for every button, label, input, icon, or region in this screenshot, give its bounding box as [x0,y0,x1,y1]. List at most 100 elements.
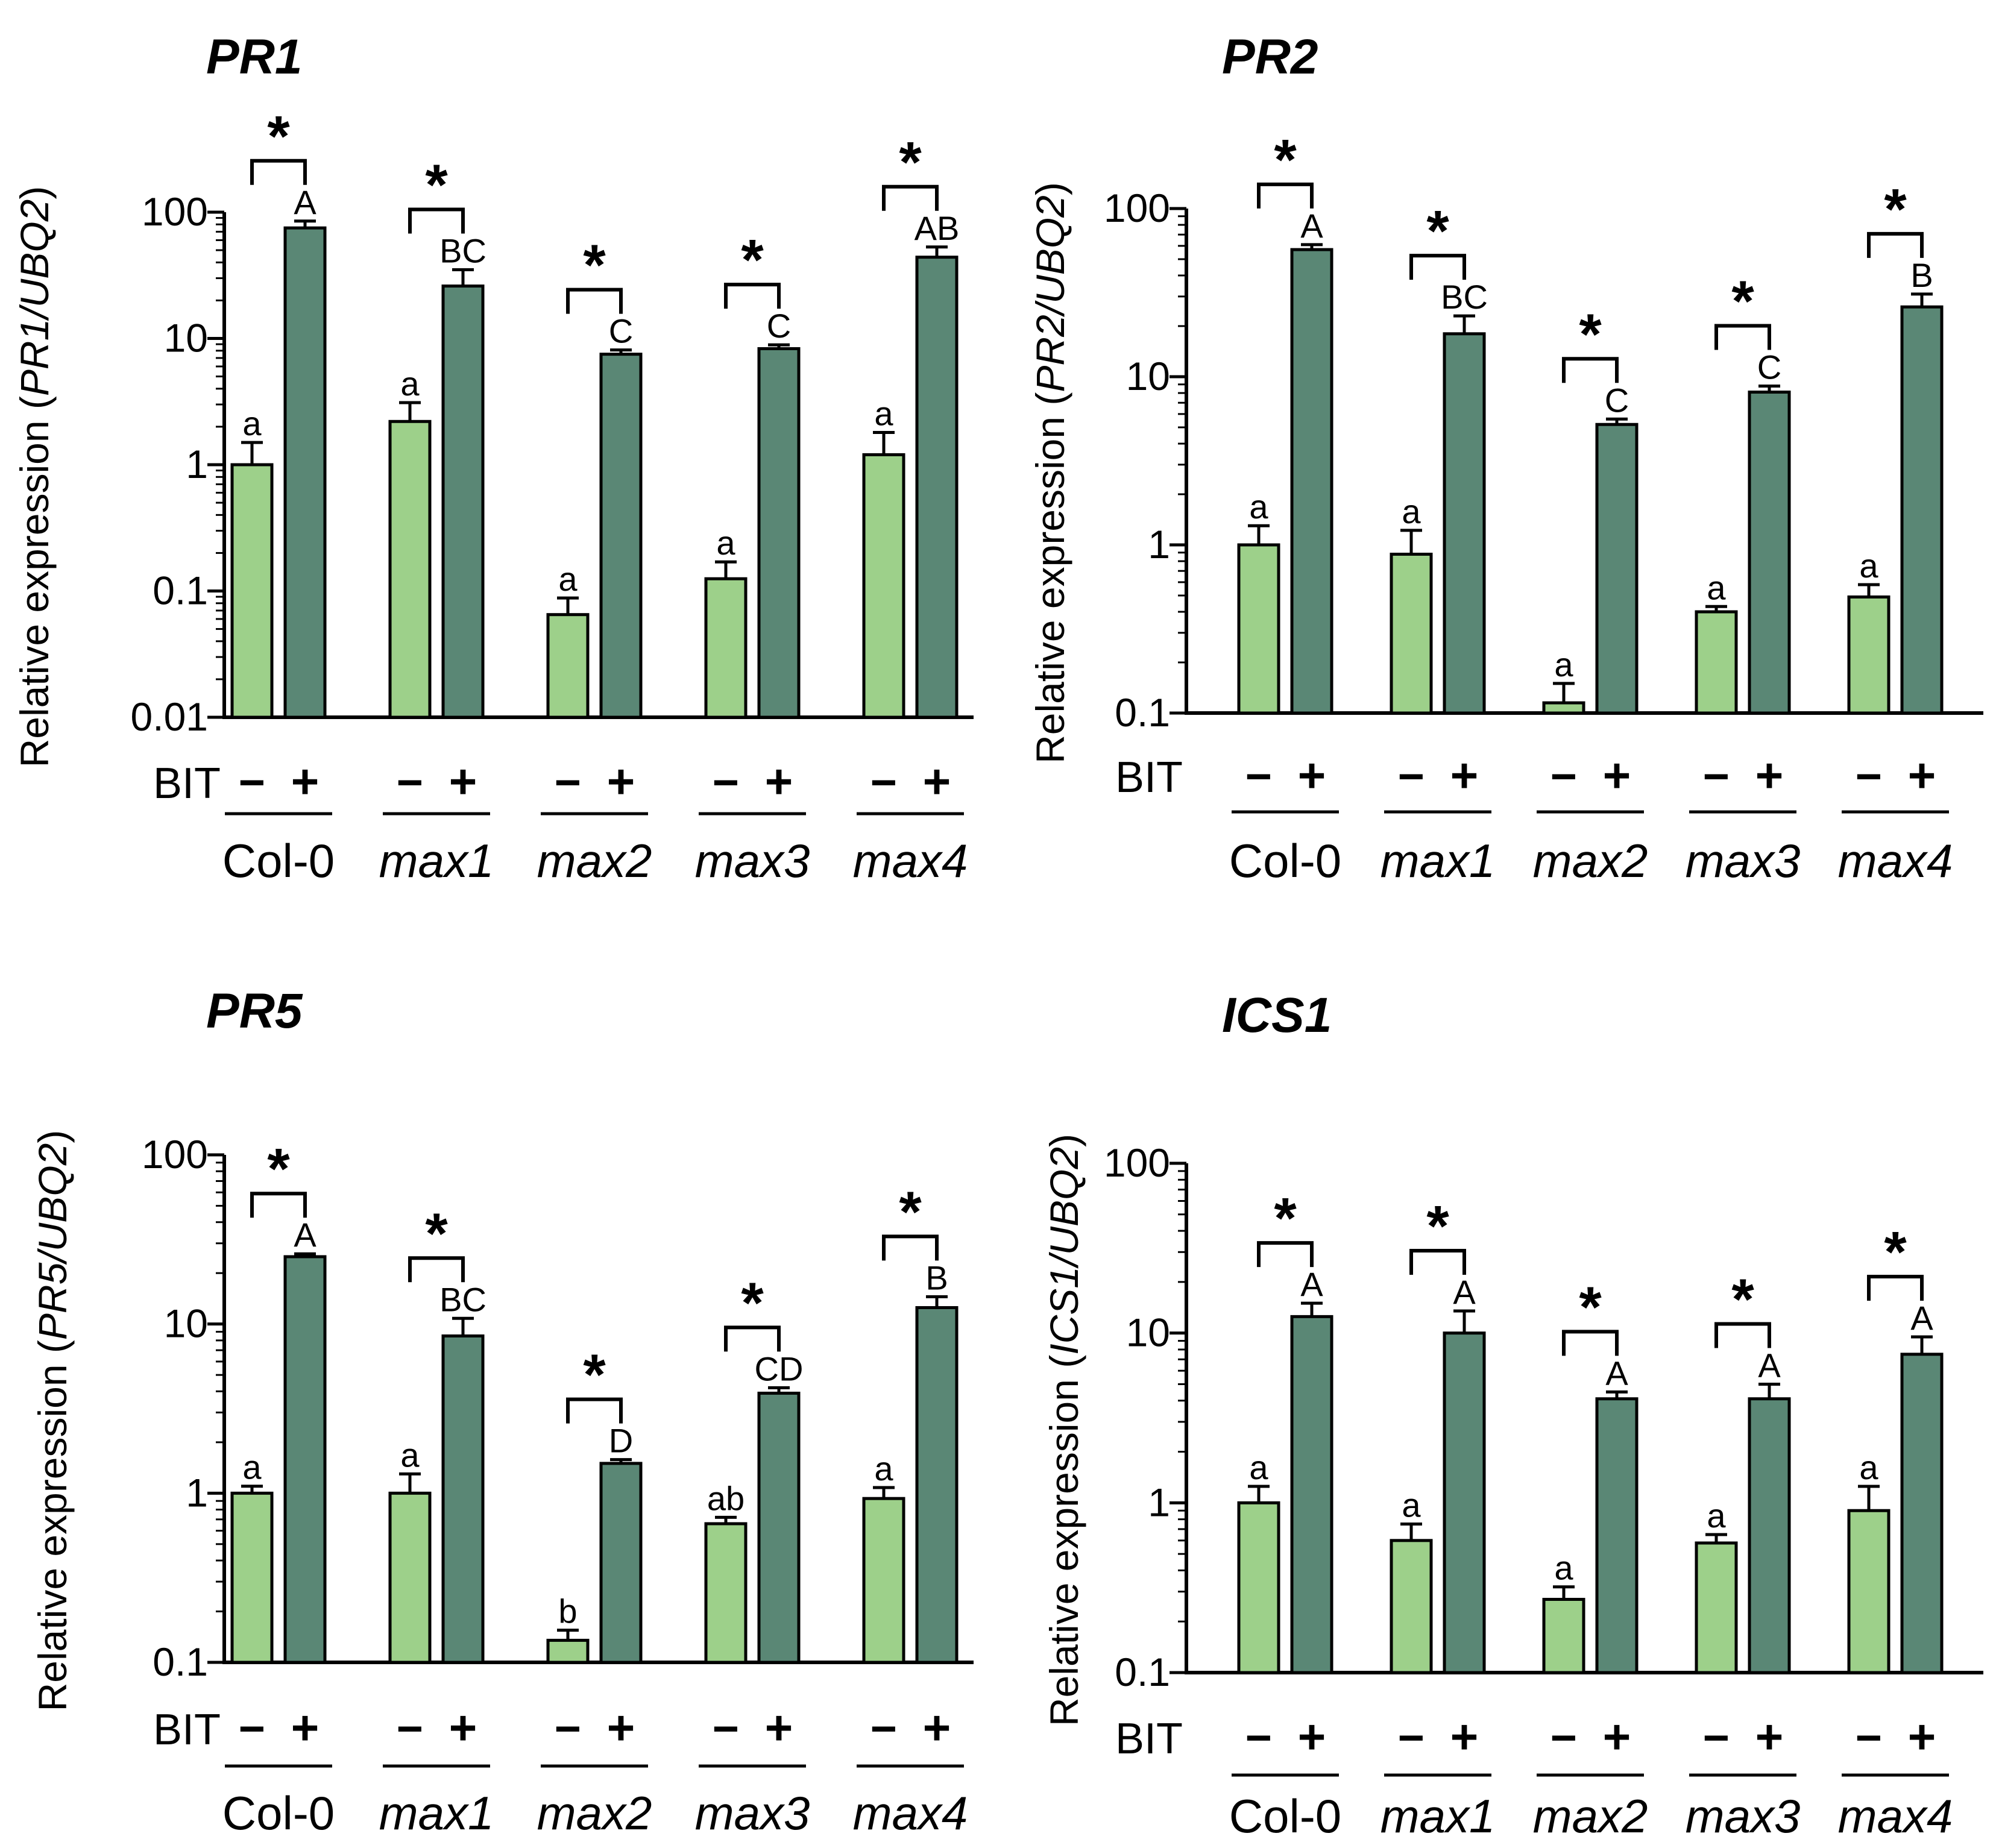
significance-letter: BC [439,232,486,270]
significance-bracket [408,1256,465,1283]
bar-control-max4 [1847,1509,1891,1674]
significance-letter: C [1605,381,1629,419]
bar-bit-max3 [757,1391,801,1664]
significance-bracket [724,1325,781,1352]
significance-letter: A [1910,1299,1933,1337]
y-tick-label: 100 [1104,1140,1170,1185]
significance-star: * [583,233,606,298]
bar-bit-max2 [1595,1397,1639,1674]
significance-star: * [267,1137,290,1201]
category-label-max4: max4 [1838,834,1953,887]
bar-bit-max2 [599,1462,643,1664]
category-label-max3: max3 [695,1787,810,1840]
bar-control-col-0 [1237,1501,1280,1674]
significance-letter: BC [1441,278,1488,316]
significance-bracket [1562,1330,1619,1356]
bar-control-max2 [546,1638,590,1664]
y-axis-label-suffix: ) [1028,182,1072,195]
significance-bracket [250,159,307,185]
bar-control-max3 [704,577,748,719]
significance-star: * [267,104,290,169]
chart-panel-pr5: PR5 Relative expression (PR5/UBQ2) 100 10 1 0… [30,984,974,1840]
y-axis-label-gene: PR5/UBQ2 [30,1143,75,1340]
category-label-max2: max2 [1533,1790,1648,1843]
significance-letter: A [1605,1354,1628,1392]
significance-bracket [250,1192,307,1218]
bar-control-max3 [704,1522,748,1664]
significance-bracket [1562,357,1619,383]
y-axis-label-prefix: Relative expression ( [1028,392,1072,764]
panel-title: ICS1 [1222,988,1332,1043]
category-label-max1: max1 [1381,1790,1496,1843]
y-axis-label-prefix: Relative expression ( [30,1340,75,1711]
treatment-minus: − [1856,751,1882,802]
treatment-plus: + [1450,749,1479,802]
chart-panel-pr1: PR1 Relative expression (PR1/UBQ2) 100 10 1 0… [12,30,974,887]
y-tick-label: 10 [1126,354,1170,398]
bar-bit-max2 [599,353,643,719]
significance-letter: CD [755,1350,804,1388]
significance-star: * [425,1201,448,1266]
treatment-plus: + [291,1701,320,1755]
category-label-col-0: Col-0 [222,1787,335,1840]
bit-row-label: BIT [1115,1715,1183,1763]
significance-star: * [1274,128,1297,192]
significance-bracket [1409,1248,1466,1275]
significance-star: * [741,228,764,292]
category-label-max2: max2 [537,1787,652,1840]
bar-control-max1 [1390,1539,1433,1674]
panel-title: PR1 [206,30,303,84]
category-label-max3: max3 [1686,834,1801,887]
y-tick-label: 0.1 [1115,690,1170,735]
significance-letter: C [767,307,791,345]
significance-bracket [1409,254,1466,280]
category-label-max2: max2 [1533,834,1648,887]
significance-star: * [899,1180,922,1244]
significance-letter: a [1402,492,1421,530]
treatment-plus: + [765,1701,793,1755]
significance-bracket [566,288,623,314]
treatment-plus: + [923,755,951,808]
significance-letter: a [242,1448,262,1486]
significance-letter: A [294,1216,316,1254]
bar-control-max3 [1695,1541,1738,1674]
significance-letter: a [1554,1549,1573,1587]
treatment-minus: − [1551,1712,1577,1764]
significance-bracket [882,184,939,211]
significance-star: * [741,1271,764,1335]
treatment-plus: + [607,755,635,808]
significance-letter: a [874,1450,893,1488]
treatment-plus: + [923,1701,951,1755]
treatment-minus: − [870,757,897,808]
significance-letter: D [609,1422,633,1460]
bar-bit-max3 [1748,1397,1791,1674]
y-axis-label: Relative expression (PR1/UBQ2) [12,186,57,768]
category-label-max3: max3 [1686,1790,1801,1843]
bar-control-col-0 [1237,543,1280,715]
bit-row-label: BIT [153,759,221,808]
significance-bracket [1714,324,1771,350]
category-label-col-0: Col-0 [222,834,335,887]
significance-bracket [1257,1241,1314,1268]
significance-letter: A [1758,1346,1781,1384]
treatment-plus: + [1755,1710,1784,1764]
y-tick-label: 0.01 [131,694,208,739]
bar-bit-max4 [1900,305,1944,715]
significance-letter: a [558,560,578,598]
bar-bit-max2 [1595,423,1639,715]
category-label-col-0: Col-0 [1229,834,1341,887]
category-label-max4: max4 [1838,1790,1953,1843]
category-label-max3: max3 [695,834,810,887]
treatment-plus: + [1755,749,1784,802]
significance-letter: C [1757,348,1781,386]
chart-panel-pr2: PR2 Relative expression (PR2/UBQ2) 100 10 1 0… [1028,30,1983,887]
significance-star: * [1426,199,1449,263]
significance-letter: B [1910,256,1933,294]
y-axis-label-gene: PR2/UBQ2 [1028,195,1072,392]
y-axis-label-gene: ICS1/UBQ2 [1042,1147,1086,1355]
treatment-minus: − [1398,751,1425,802]
significance-bracket [1714,1322,1771,1348]
bar-bit-max1 [1443,1331,1486,1674]
significance-letter: a [1554,646,1573,684]
